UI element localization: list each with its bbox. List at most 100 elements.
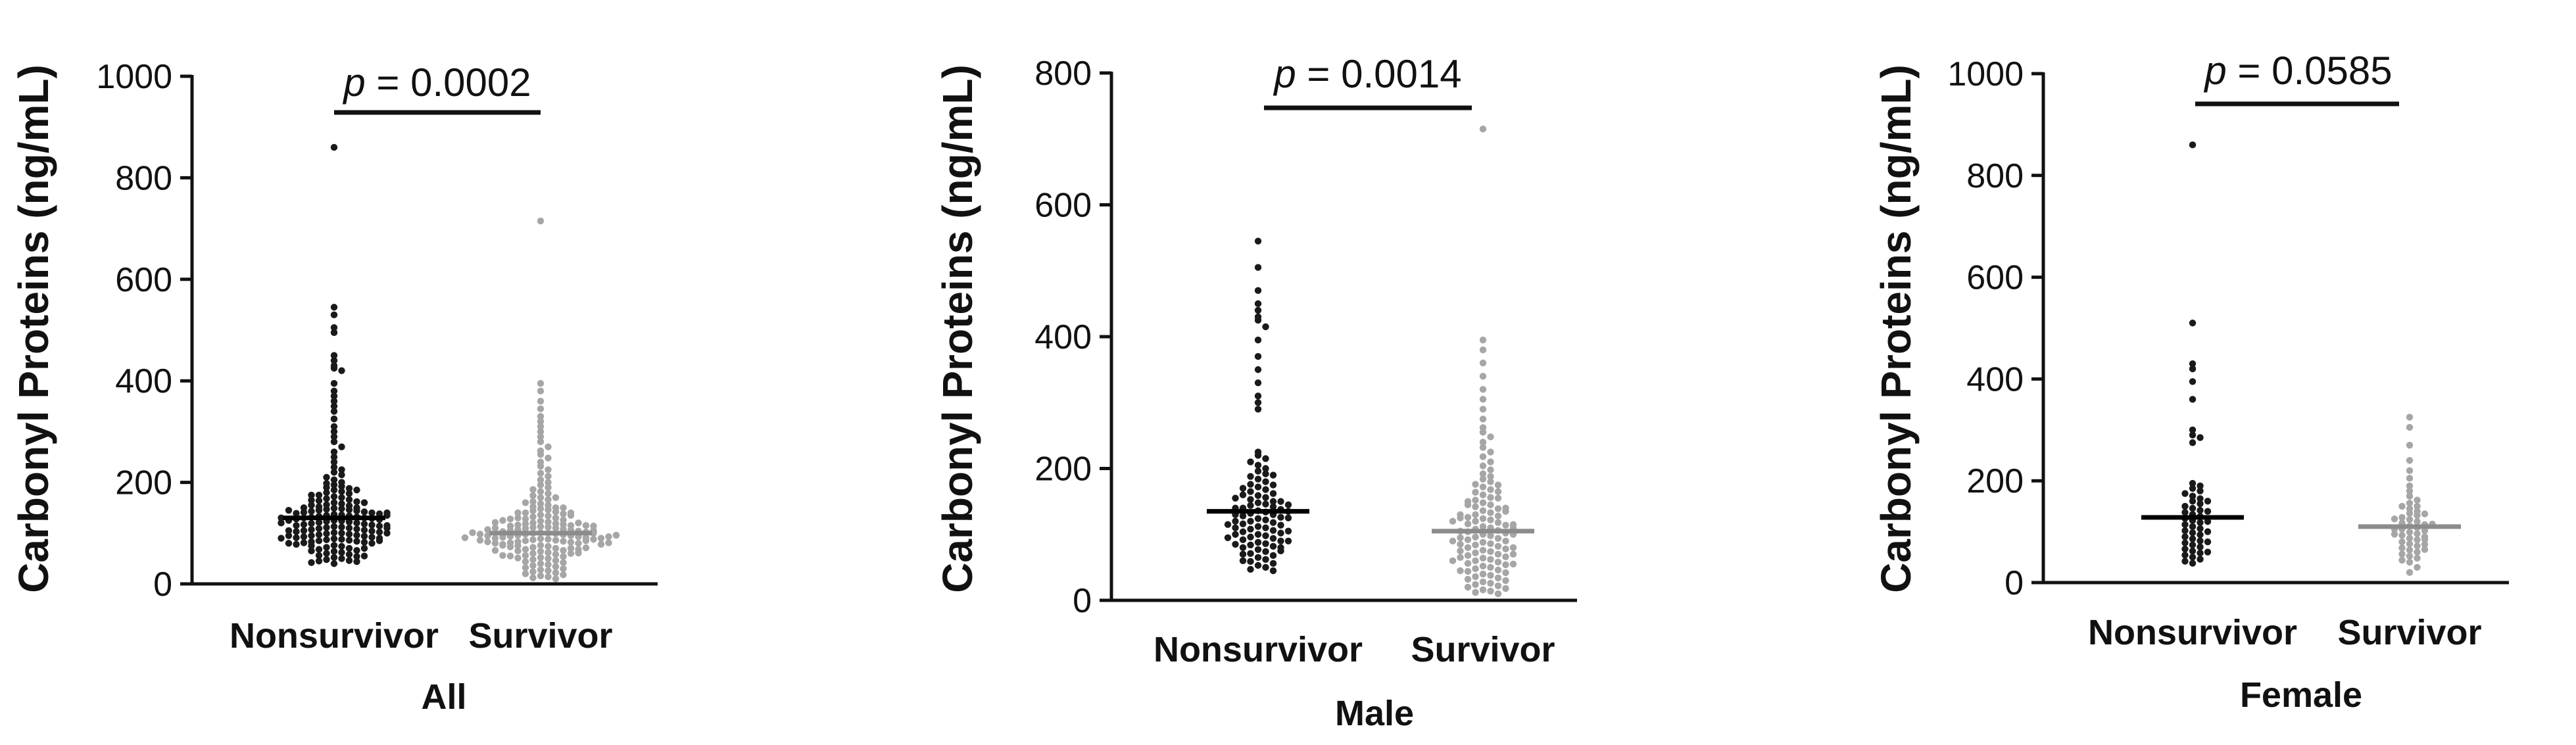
data-point (2189, 378, 2197, 385)
data-point (338, 555, 345, 562)
data-point (529, 568, 537, 575)
data-point (1479, 462, 1487, 469)
data-point (1269, 527, 1277, 534)
data-point (1479, 586, 1487, 594)
data-point (1487, 494, 1494, 501)
data-point (1494, 558, 1502, 566)
data-point (2398, 531, 2406, 539)
data-point (345, 518, 353, 526)
data-point (537, 413, 545, 420)
data-point (1254, 399, 1262, 406)
data-point (1487, 509, 1494, 516)
data-point (522, 525, 529, 533)
data-point (1277, 537, 1284, 544)
data-point (537, 554, 545, 562)
data-point (491, 524, 499, 532)
data-point (1277, 514, 1284, 521)
data-point (545, 496, 552, 504)
p-value-number: = 0.0014 (1296, 52, 1462, 96)
data-point (1472, 565, 1479, 573)
data-point (293, 528, 300, 535)
data-point (2406, 467, 2414, 474)
data-point (345, 531, 353, 538)
data-point (590, 535, 597, 543)
data-point (308, 542, 315, 550)
data-point (330, 408, 338, 415)
data-point (330, 458, 338, 466)
data-point (1464, 552, 1472, 560)
data-point (1254, 393, 1262, 400)
data-point (1457, 567, 1464, 575)
data-point (529, 524, 537, 531)
data-point (1487, 556, 1494, 564)
data-point (2181, 521, 2189, 528)
data-point (1239, 536, 1247, 543)
data-point (545, 523, 552, 531)
median-lines (2141, 515, 2461, 529)
y-axis-title: Carbonyl Proteins (ng/mL) (1872, 64, 1920, 593)
data-point (1254, 316, 1262, 324)
data-point (2398, 556, 2406, 564)
data-point (300, 521, 308, 528)
data-point (1247, 502, 1254, 509)
data-point (1479, 429, 1487, 436)
x-axis-title: All (421, 677, 466, 717)
data-point (2406, 457, 2414, 464)
data-point (2414, 530, 2421, 537)
data-point (1247, 525, 1254, 533)
data-point (1464, 583, 1472, 591)
data-point (2189, 523, 2197, 531)
data-point (1472, 481, 1479, 488)
data-point (2421, 527, 2429, 535)
data-point (529, 550, 537, 557)
data-point (2406, 441, 2414, 449)
data-point (1262, 470, 1269, 477)
category-label-nonsurvivor: Nonsurvivor (1154, 630, 1363, 669)
data-point (545, 573, 552, 581)
data-point (560, 559, 567, 566)
data-point (1262, 548, 1269, 556)
data-point (1457, 511, 1464, 518)
data-point (353, 519, 360, 527)
data-point (323, 484, 330, 491)
data-point (1494, 566, 1502, 574)
data-point (300, 539, 308, 546)
data-point (1487, 548, 1494, 556)
data-point (2189, 360, 2197, 368)
data-point (323, 530, 330, 537)
data-point (537, 379, 545, 387)
data-point (338, 542, 345, 550)
data-point (1254, 523, 1262, 530)
data-point (376, 510, 383, 517)
data-point (308, 491, 315, 499)
data-point (1464, 520, 1472, 527)
data-point (1464, 514, 1472, 521)
data-point (2181, 533, 2189, 541)
dots (2181, 141, 2436, 576)
data-point (1277, 529, 1284, 537)
data-point (1487, 532, 1494, 539)
data-point (2197, 556, 2204, 563)
data-point (315, 519, 323, 526)
data-point (1247, 517, 1254, 525)
data-point (323, 544, 330, 551)
data-point (2414, 554, 2421, 562)
data-point (345, 506, 353, 514)
data-point (2406, 482, 2414, 490)
data-point (522, 546, 529, 553)
data-point (1487, 564, 1494, 571)
data-point (1494, 481, 1502, 489)
data-point (330, 548, 338, 555)
median-lines (1207, 509, 1534, 534)
data-point (1254, 531, 1262, 538)
data-point (560, 525, 567, 533)
data-point (567, 539, 575, 546)
data-point (330, 464, 338, 471)
data-point (1224, 534, 1232, 541)
chart-panel-all: Carbonyl Proteins (ng/mL) 0 200 400 600 800 1… (10, 58, 658, 717)
data-point (1284, 537, 1292, 544)
data-point (2189, 497, 2197, 505)
data-point (376, 529, 383, 536)
data-point (545, 555, 552, 562)
